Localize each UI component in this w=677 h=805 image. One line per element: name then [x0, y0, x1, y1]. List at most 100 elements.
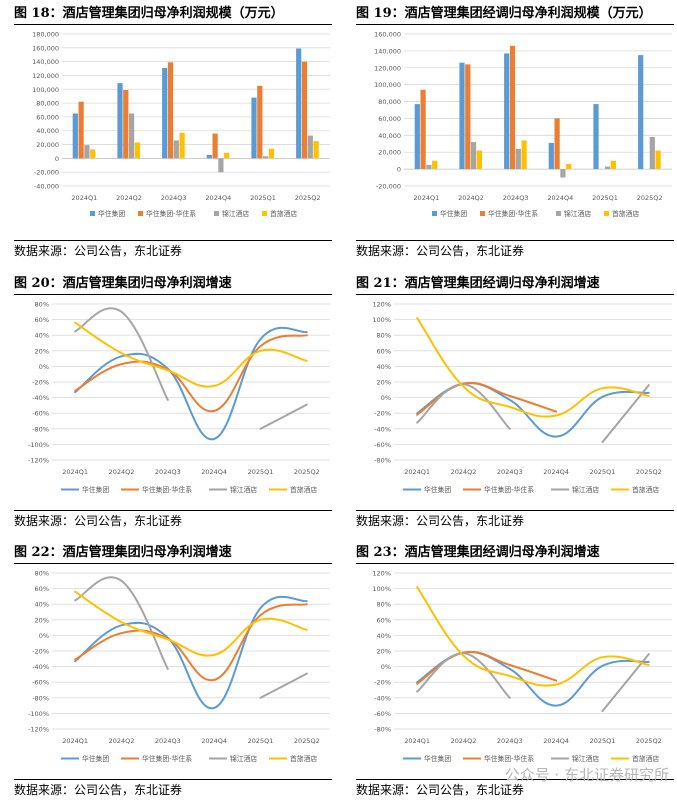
legend-label: 锦江酒店	[564, 209, 591, 218]
bar-锦江酒店	[515, 148, 521, 170]
figure-19-number: 图 19：	[356, 6, 405, 21]
y-tick-label: 0	[397, 166, 401, 174]
legend-label: 首旅酒店	[290, 754, 317, 763]
y-tick-label: -80%	[32, 694, 49, 702]
y-tick-label: 20%	[35, 347, 49, 355]
legend-label: 华住集团-华住系	[142, 754, 192, 763]
bar-华住集团	[459, 62, 465, 170]
x-tick-label: 2024Q3	[497, 468, 523, 476]
legend-label: 锦江酒店	[222, 209, 249, 218]
line-首旅酒店	[416, 586, 650, 687]
y-tick-label: 60,000	[36, 113, 59, 121]
y-tick-label: 140,000	[32, 58, 59, 66]
x-tick-label: 2024Q1	[404, 468, 430, 476]
legend-label: 华住集团	[98, 209, 125, 218]
x-tick-label: 2025Q2	[294, 468, 320, 476]
x-tick-label: 2024Q3	[155, 737, 181, 745]
bar-华住集团	[548, 142, 554, 170]
bar-首旅酒店	[655, 150, 661, 170]
legend-label: 华住集团-华住系	[484, 754, 534, 763]
y-tick-label: 20%	[377, 648, 391, 656]
y-tick-label: -100%	[28, 441, 49, 449]
y-tick-label: 0%	[381, 663, 391, 671]
legend-swatch	[138, 211, 143, 216]
bar-首旅酒店	[268, 148, 274, 159]
legend-swatch	[90, 211, 95, 216]
figure-20-title: 图 20：酒店管理集团归母净利润增速	[14, 274, 332, 295]
bar-首旅酒店	[521, 140, 527, 170]
x-tick-label: 2025Q1	[248, 737, 274, 745]
figure-19-title: 图 19：酒店管理集团经调归母净利润规模（万元）	[356, 4, 674, 25]
x-tick-label: 2025Q1	[590, 468, 616, 476]
legend-swatch	[214, 211, 219, 216]
legend-label: 首旅酒店	[270, 209, 297, 218]
x-tick-label: 2024Q4	[543, 468, 569, 476]
y-tick-label: 60%	[377, 616, 391, 624]
figure-23-source: 数据来源：公司公告，东北证券	[356, 779, 674, 800]
y-tick-label: -60%	[32, 679, 49, 687]
legend-label: 华住集团	[82, 754, 109, 763]
y-tick-label: -80%	[374, 726, 391, 734]
x-tick-label: 2024Q4	[205, 194, 231, 202]
y-tick-label: 40%	[35, 601, 49, 609]
y-tick-label: 20%	[377, 379, 391, 387]
line-华住集团-华住系	[74, 334, 308, 413]
y-tick-label: -20,000	[376, 183, 401, 191]
legend-label: 华住集团-华住系	[142, 485, 192, 494]
bar-华住集团-华住系	[212, 133, 218, 159]
legend-label: 首旅酒店	[632, 485, 659, 494]
y-tick-label: -40,000	[34, 183, 59, 191]
figure-23-panel: 图 23：酒店管理集团经调归母净利润增速 -80% -60% -40% -20% 0% 2…	[356, 543, 674, 805]
line-锦江酒店	[74, 576, 169, 670]
y-tick-label: -80%	[374, 457, 391, 465]
y-tick-label: -20,000	[34, 169, 59, 177]
legend-swatch	[480, 211, 485, 216]
bar-首旅酒店	[90, 149, 96, 159]
y-tick-label: 120,000	[32, 72, 59, 80]
bar-华住集团-华住系	[167, 62, 174, 159]
bar-华住集团-华住系	[420, 89, 426, 170]
bar-首旅酒店	[610, 160, 616, 170]
bar-华住集团-华住系	[123, 90, 129, 159]
line-锦江酒店	[601, 384, 650, 444]
bar-锦江酒店	[173, 140, 179, 159]
y-tick-label: 100%	[372, 585, 391, 593]
x-tick-label: 2025Q2	[294, 737, 320, 745]
legend-label: 华住集团-华住系	[146, 209, 196, 218]
y-tick-label: 40%	[35, 332, 49, 340]
line-锦江酒店	[74, 307, 169, 401]
figure-23-caption: 酒店管理集团经调归母净利润增速	[404, 545, 600, 560]
y-tick-label: -60%	[374, 441, 391, 449]
legend-label: 锦江酒店	[230, 754, 257, 763]
y-tick-label: 80%	[35, 301, 49, 309]
y-tick-label: -20%	[32, 648, 49, 656]
x-tick-label: 2025Q1	[592, 194, 618, 202]
y-tick-label: 80%	[35, 570, 49, 578]
figure-20-chart: -120% -100% -80% -60% -40% -20% 0% 20% 40% 60% 80%…	[28, 301, 330, 494]
legend-label: 华住集团-华住系	[484, 485, 534, 494]
figure-23-title: 图 23：酒店管理集团经调归母净利润增速	[356, 543, 674, 564]
y-tick-label: 20%	[35, 616, 49, 624]
legend-label: 华住集团-华住系	[488, 209, 538, 218]
x-tick-label: 2024Q2	[116, 194, 142, 202]
figure-18-chart: -40,000 -20,000 0 20,000 40,000 60,000 80,000 1…	[32, 31, 330, 218]
figure-21-panel: 图 21：酒店管理集团经调归母净利润增速 -80% -60% -40% -20% 0% 2…	[356, 274, 674, 536]
bar-锦江酒店	[649, 137, 655, 170]
y-tick-label: 100,000	[374, 81, 401, 89]
x-tick-label: 2025Q1	[250, 194, 276, 202]
bar-首旅酒店	[476, 150, 482, 170]
legend-label: 华住集团	[82, 485, 109, 494]
legend-swatch	[556, 211, 561, 216]
figure-18-number: 图 18：	[14, 6, 63, 21]
figure-22-panel: 图 22：酒店管理集团归母净利润增速 -120% -100% -80% -60% -40…	[14, 543, 332, 805]
figure-21-chart: -80% -60% -40% -20% 0% 20% 40% 60% 80% 100% 120% 20…	[372, 301, 672, 494]
x-tick-label: 2024Q3	[161, 194, 187, 202]
x-tick-label: 2024Q1	[404, 737, 430, 745]
y-tick-label: 40%	[377, 632, 391, 640]
bar-华住集团	[593, 104, 599, 170]
y-tick-label: 40%	[377, 363, 391, 371]
x-tick-label: 2025Q2	[637, 194, 663, 202]
x-tick-label: 2024Q1	[62, 468, 88, 476]
y-tick-label: 60,000	[378, 115, 401, 123]
figure-20-caption: 酒店管理集团归母净利润增速	[62, 276, 232, 291]
